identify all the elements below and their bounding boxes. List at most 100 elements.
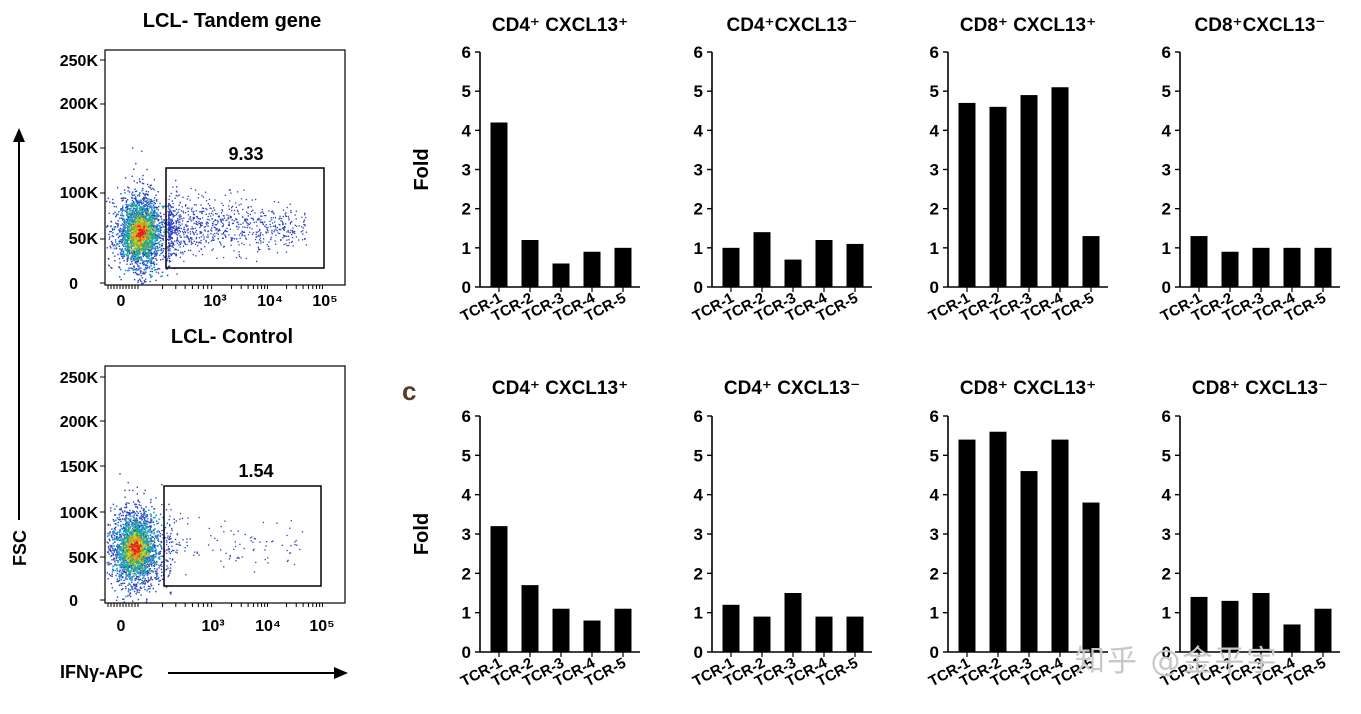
event-dot (151, 227, 154, 229)
event-dot (247, 215, 249, 217)
event-dot (143, 253, 146, 255)
event-dot (156, 215, 159, 217)
event-dot (148, 243, 151, 245)
event-dot (230, 192, 232, 194)
event-dot (154, 541, 156, 543)
event-dot (117, 580, 120, 583)
event-dot (127, 251, 129, 254)
event-dot (201, 232, 203, 234)
event-dot (282, 227, 284, 229)
event-dot (150, 253, 153, 255)
event-dot (176, 228, 178, 230)
event-dot (114, 211, 116, 214)
event-dot (224, 194, 226, 196)
event-dot (178, 230, 180, 232)
event-dot (291, 236, 294, 239)
event-dot (127, 242, 129, 244)
event-dot (238, 226, 240, 228)
event-dot (168, 249, 170, 251)
event-dot (270, 238, 272, 241)
event-dot (244, 218, 246, 220)
event-dot (106, 247, 108, 249)
event-dot (265, 232, 267, 234)
event-dot (138, 193, 140, 195)
event-dot (134, 233, 137, 235)
event-dot (143, 556, 145, 558)
event-dot (127, 232, 129, 234)
event-dot (124, 191, 126, 194)
event-dot (141, 516, 144, 518)
event-dot (122, 232, 124, 235)
event-dot (124, 228, 126, 230)
event-dot (231, 207, 233, 209)
event-dot (143, 280, 146, 282)
event-dot (192, 254, 194, 256)
event-dot (126, 569, 128, 572)
event-dot (187, 236, 189, 238)
event-dot (300, 231, 302, 233)
event-dot (147, 220, 150, 222)
event-dot (122, 199, 124, 201)
event-dot (147, 205, 149, 208)
event-dot (161, 245, 163, 247)
event-dot (128, 191, 131, 193)
event-dot (131, 217, 133, 220)
event-dot (255, 221, 257, 223)
event-dot (130, 242, 132, 245)
event-dot (292, 232, 294, 234)
event-dot (148, 560, 150, 562)
flow-x-tick: 10⁵ (312, 293, 337, 310)
event-dot (136, 209, 138, 211)
event-dot (184, 242, 186, 244)
event-dot (178, 227, 180, 229)
event-dot (135, 588, 137, 590)
event-dot (175, 208, 178, 210)
event-dot (160, 561, 163, 563)
event-dot (245, 198, 247, 201)
event-dot (294, 232, 296, 234)
event-dot (131, 204, 133, 207)
event-dot (301, 226, 303, 228)
event-dot (136, 200, 138, 202)
event-dot (176, 212, 178, 214)
event-dot (144, 579, 146, 582)
event-dot (122, 251, 125, 253)
event-dot (113, 558, 115, 560)
event-dot (173, 229, 176, 232)
event-dot (181, 218, 183, 220)
event-dot (152, 241, 155, 244)
flow-y-tick: 0 (69, 276, 78, 293)
event-dot (249, 222, 252, 224)
event-dot (117, 521, 119, 524)
event-dot (131, 243, 134, 246)
event-dot (134, 242, 136, 244)
event-dot (157, 233, 159, 235)
event-dot (134, 217, 136, 220)
event-dot (152, 521, 155, 523)
event-dot (109, 563, 111, 565)
event-dot (132, 510, 134, 512)
event-dot (134, 268, 136, 270)
event-dot (215, 213, 217, 215)
event-dot (139, 241, 141, 244)
event-dot (211, 249, 213, 251)
event-dot (161, 484, 163, 486)
event-dot (291, 231, 294, 233)
event-dot (171, 226, 173, 229)
event-dot (134, 213, 137, 216)
event-dot (151, 253, 154, 255)
event-dot (114, 514, 116, 516)
event-dot (137, 224, 139, 227)
event-dot (204, 226, 207, 228)
event-dot (127, 512, 129, 514)
event-dot (150, 204, 152, 207)
event-dot (173, 231, 175, 234)
event-dot (135, 584, 138, 586)
event-dot (283, 236, 285, 238)
event-dot (168, 203, 170, 205)
event-dot (169, 238, 171, 241)
event-dot (168, 214, 170, 216)
event-dot (168, 242, 170, 244)
event-dot (126, 211, 129, 214)
event-dot (140, 272, 142, 274)
